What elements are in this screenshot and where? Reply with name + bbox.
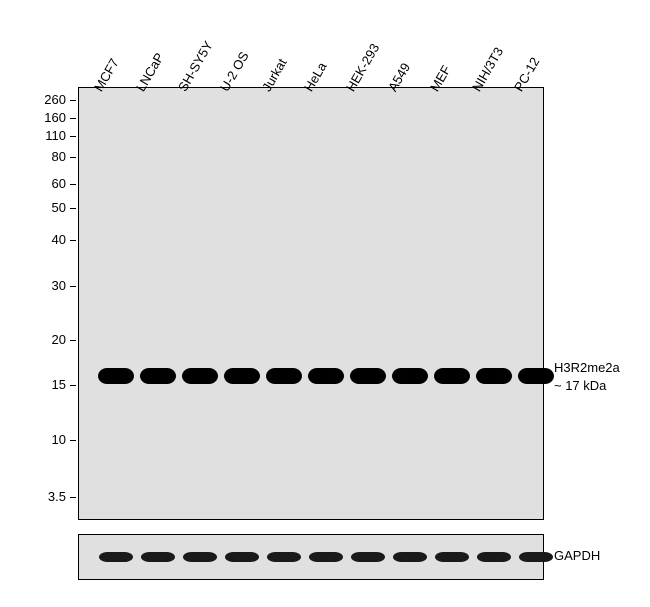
target-band: [350, 368, 386, 384]
gapdh-band: [519, 552, 553, 562]
target-protein-size-label: ~ 17 kDa: [554, 378, 606, 393]
target-band: [140, 368, 176, 384]
gapdh-band: [309, 552, 343, 562]
target-band: [434, 368, 470, 384]
mw-marker-tick: [70, 340, 76, 341]
gapdh-band: [477, 552, 511, 562]
lane-label: SH-SY5Y: [175, 38, 216, 94]
target-band: [266, 368, 302, 384]
mw-marker-tick: [70, 240, 76, 241]
gapdh-band: [183, 552, 217, 562]
target-band: [182, 368, 218, 384]
mw-marker-label: 260: [30, 92, 66, 107]
target-band: [392, 368, 428, 384]
main-blot-panel: [78, 87, 544, 520]
gapdh-band: [393, 552, 427, 562]
target-band: [224, 368, 260, 384]
mw-marker-label: 10: [30, 432, 66, 447]
mw-marker-label: 110: [30, 128, 66, 143]
target-band: [476, 368, 512, 384]
mw-marker-tick: [70, 118, 76, 119]
mw-marker-tick: [70, 136, 76, 137]
mw-marker-tick: [70, 184, 76, 185]
mw-marker-label: 80: [30, 149, 66, 164]
mw-marker-label: 160: [30, 110, 66, 125]
mw-marker-tick: [70, 208, 76, 209]
mw-marker-label: 60: [30, 176, 66, 191]
mw-marker-label: 3.5: [30, 489, 66, 504]
target-band: [98, 368, 134, 384]
mw-marker-label: 30: [30, 278, 66, 293]
mw-marker-label: 40: [30, 232, 66, 247]
gapdh-band: [267, 552, 301, 562]
target-protein-label: H3R2me2a: [554, 360, 620, 375]
gapdh-band: [351, 552, 385, 562]
mw-marker-label: 15: [30, 377, 66, 392]
gapdh-band: [225, 552, 259, 562]
western-blot-figure: MCF7LNCaPSH-SY5YU-2 OSJurkatHeLaHEK-293A…: [0, 0, 650, 607]
mw-marker-tick: [70, 385, 76, 386]
gapdh-band: [141, 552, 175, 562]
mw-marker-tick: [70, 497, 76, 498]
mw-marker-label: 20: [30, 332, 66, 347]
mw-marker-tick: [70, 100, 76, 101]
target-band: [518, 368, 554, 384]
gapdh-band: [99, 552, 133, 562]
mw-marker-tick: [70, 286, 76, 287]
gapdh-label: GAPDH: [554, 548, 600, 563]
mw-marker-tick: [70, 157, 76, 158]
gapdh-band: [435, 552, 469, 562]
target-band: [308, 368, 344, 384]
mw-marker-tick: [70, 440, 76, 441]
mw-marker-label: 50: [30, 200, 66, 215]
